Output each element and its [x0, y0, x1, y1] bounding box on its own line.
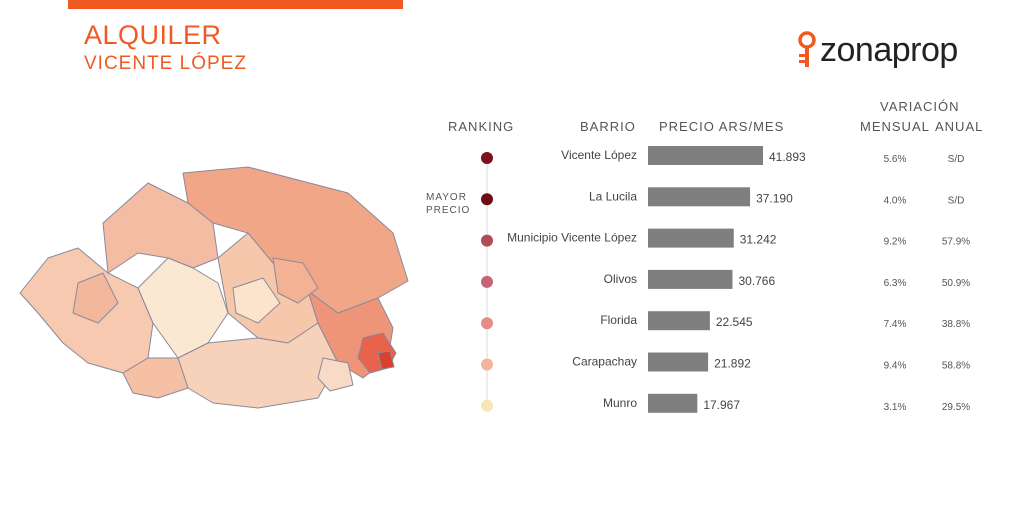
barrio-label: Florida: [600, 313, 637, 327]
variacion-mensual-value: 6.3%: [884, 278, 907, 289]
barrio-label: Munro: [603, 396, 637, 410]
variacion-mensual-value: 9.4%: [884, 361, 907, 372]
rank-dot: [481, 275, 493, 288]
price-bar: [648, 311, 710, 331]
accent-bar: [68, 0, 403, 9]
map-region-inner-b: [232, 277, 281, 324]
anual-header: ANUAL: [935, 119, 984, 134]
map-region-inner-d: [317, 357, 354, 392]
variacion-mensual-value: 3.1%: [884, 402, 907, 413]
price-bar: [648, 228, 734, 248]
variacion-anual-value: 50.9%: [942, 278, 970, 289]
price-value-label: 37.190: [756, 191, 793, 205]
price-bar: [648, 187, 751, 207]
variacion-mensual-value: 4.0%: [884, 195, 907, 206]
map-region-inner-c: [272, 257, 319, 304]
variacion-header: VARIACIÓN: [880, 99, 960, 114]
map-region-coast-dark: [377, 350, 395, 370]
price-value-label: 21.892: [714, 357, 751, 371]
barrio-label: Carapachay: [572, 355, 637, 369]
price-bar: [648, 352, 709, 372]
barrio-label: La Lucila: [589, 189, 637, 203]
barrio-label: Municipio Vicente López: [507, 231, 637, 245]
price-bar: [648, 393, 698, 413]
variacion-anual-value: 29.5%: [942, 402, 970, 413]
price-bar: [648, 269, 733, 289]
rank-dot: [481, 152, 493, 164]
map-region-southwest: [122, 357, 189, 399]
mayor-precio-note: MAYOR PRECIO: [426, 191, 470, 217]
neighborhood-map: [19, 166, 409, 409]
barrio-label: Vicente López: [561, 148, 637, 162]
variacion-anual-value: S/D: [948, 154, 965, 165]
page-title: ALQUILER: [84, 20, 222, 50]
map-region-west-center: [102, 182, 219, 274]
variacion-mensual-value: 7.4%: [884, 319, 907, 330]
key-icon: [798, 31, 816, 67]
rank-dot: [481, 317, 493, 330]
page-subtitle: VICENTE LÓPEZ: [84, 53, 247, 74]
variacion-anual-value: 57.9%: [942, 237, 970, 248]
price-value-label: 17.967: [703, 398, 740, 412]
map-region-inner-a: [72, 272, 119, 324]
barrio-header: BARRIO: [580, 119, 636, 134]
legend-note-line1: MAYOR: [426, 192, 467, 203]
variacion-mensual-value: 5.6%: [884, 154, 907, 165]
precio-header: PRECIO ARS/MES: [659, 119, 785, 134]
rank-dot: [481, 234, 493, 247]
price-value-label: 31.242: [740, 233, 777, 247]
variacion-anual-value: S/D: [948, 195, 965, 206]
price-value-label: 30.766: [738, 274, 775, 288]
legend-note-line2: PRECIO: [426, 205, 471, 216]
rank-dot: [481, 358, 493, 371]
ranking-header: RANKING: [448, 119, 515, 134]
variacion-anual-value: 58.8%: [942, 361, 970, 372]
variacion-anual-value: 38.8%: [942, 319, 970, 330]
brand-name: zonaprop: [820, 30, 958, 69]
price-value-label: 22.545: [716, 315, 753, 329]
price-value-label: 41.893: [769, 150, 806, 164]
price-bar: [648, 146, 763, 165]
brand-logo: zonaprop: [796, 30, 958, 70]
mensual-header: MENSUAL: [860, 119, 930, 134]
barrio-label: Olivos: [604, 272, 637, 286]
variacion-mensual-value: 9.2%: [884, 237, 907, 248]
rank-dot: [481, 193, 493, 206]
rank-dot: [481, 399, 493, 412]
